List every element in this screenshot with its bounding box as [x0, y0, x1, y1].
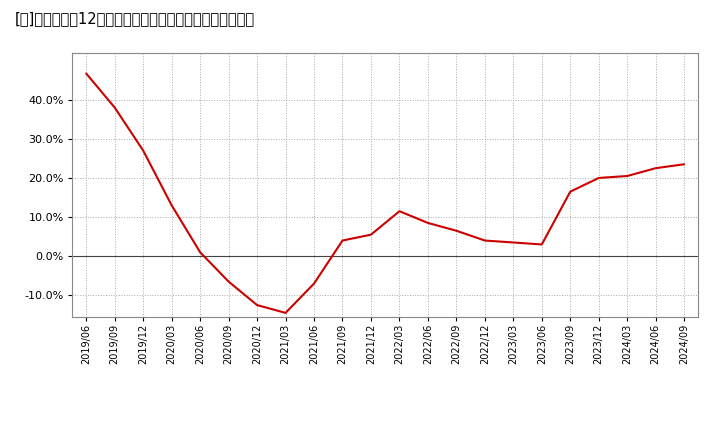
Text: [恱]　売上高の12か月移動合計の対前年同期増減率の推移: [恱] 売上高の12か月移動合計の対前年同期増減率の推移: [14, 11, 255, 26]
